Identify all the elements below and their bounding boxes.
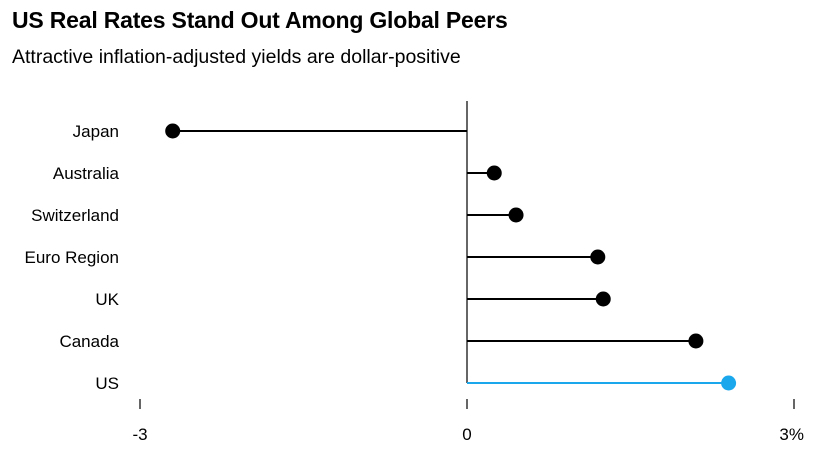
chart-title: US Real Rates Stand Out Among Global Pee… [12,7,508,33]
category-label-euro-region: Euro Region [24,248,119,267]
category-label-us: US [95,374,119,393]
dot-euro-region [590,249,606,265]
x-tick-label: 3% [779,425,804,444]
category-label-japan: Japan [73,122,119,141]
category-label-canada: Canada [59,332,119,351]
dot-japan [165,123,181,139]
dot-canada [688,333,704,349]
category-label-uk: UK [95,290,119,309]
category-label-switzerland: Switzerland [31,206,119,225]
dot-switzerland [508,207,524,223]
category-label-australia: Australia [53,164,120,183]
dot-us [721,375,737,391]
x-tick-label: 0 [462,425,471,444]
dot-australia [486,165,502,181]
chart-subtitle: Attractive inflation-adjusted yields are… [12,46,461,68]
dot-uk [595,291,611,307]
x-tick-label: -3 [132,425,147,444]
